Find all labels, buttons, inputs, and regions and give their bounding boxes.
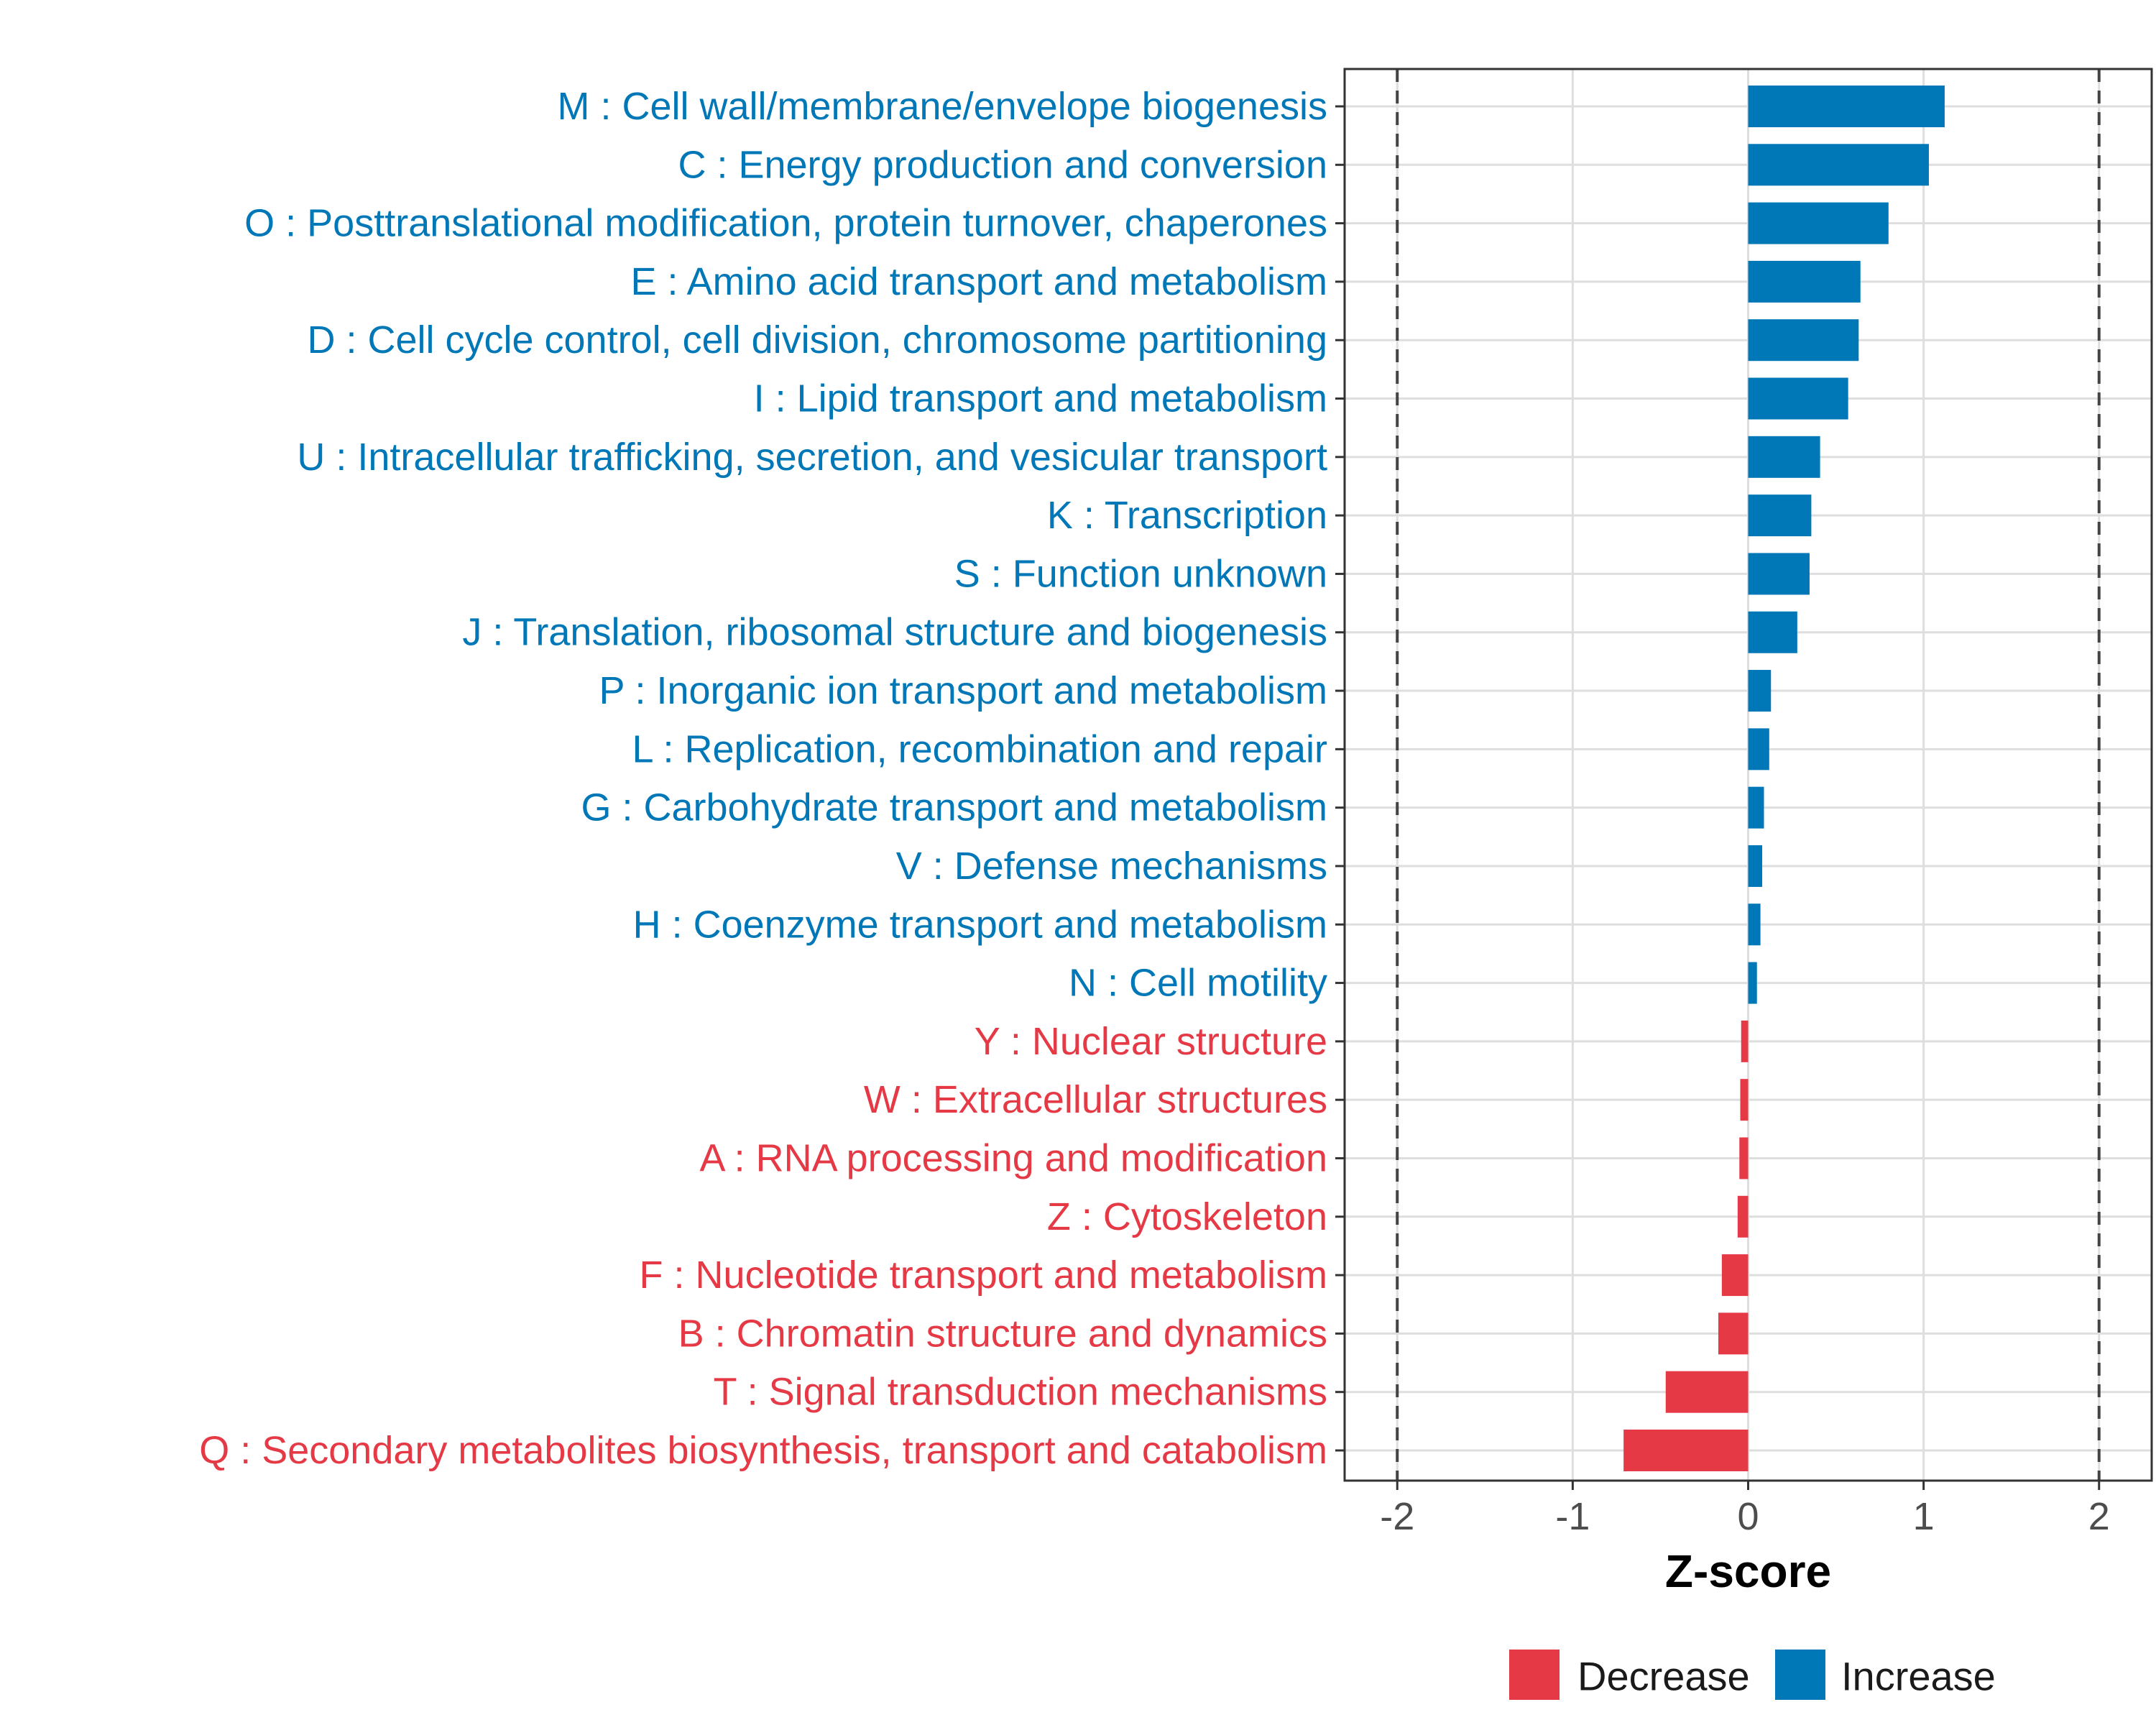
category-label: C : Energy production and conversion: [678, 143, 1327, 186]
bar: [1748, 144, 1929, 186]
legend-swatch: [1509, 1650, 1560, 1700]
bar: [1665, 1371, 1749, 1413]
bar: [1748, 260, 1861, 303]
x-tick-label: 1: [1913, 1495, 1935, 1538]
bar: [1748, 786, 1764, 829]
category-label: D : Cell cycle control, cell division, c…: [307, 318, 1327, 362]
bar: [1748, 319, 1859, 362]
x-tick-label: -2: [1380, 1495, 1414, 1538]
bar: [1748, 962, 1757, 1004]
legend: Decrease Increase: [1509, 1650, 1996, 1700]
category-label: F : Nucleotide transport and metabolism: [640, 1254, 1327, 1297]
category-label: S : Function unknown: [954, 552, 1327, 595]
category-labels: M : Cell wall/membrane/envelope biogenes…: [199, 85, 1345, 1472]
category-label: H : Coenzyme transport and metabolism: [633, 903, 1327, 946]
category-label: K : Transcription: [1047, 494, 1327, 537]
bar: [1718, 1312, 1749, 1355]
bar: [1748, 903, 1761, 946]
category-label: M : Cell wall/membrane/envelope biogenes…: [557, 85, 1327, 128]
x-axis-title: Z-score: [1665, 1545, 1831, 1597]
legend-swatch: [1775, 1650, 1825, 1700]
bars: [1623, 86, 1945, 1471]
x-tick-label: -1: [1555, 1495, 1590, 1538]
category-label: N : Cell motility: [1069, 962, 1327, 1005]
legend-label: Decrease: [1577, 1654, 1750, 1699]
bar: [1740, 1079, 1749, 1121]
reference-lines: [1396, 69, 2101, 1481]
category-label: L : Replication, recombination and repai…: [632, 727, 1327, 770]
bar: [1741, 1020, 1749, 1062]
x-axis-ticks: -2 -1 0 1 2: [1380, 1481, 2110, 1538]
bar: [1748, 202, 1889, 244]
bar: [1748, 728, 1769, 770]
category-label: Q : Secondary metabolites biosynthesis, …: [199, 1429, 1327, 1472]
category-label: U : Intracellular trafficking, secretion…: [297, 436, 1327, 479]
category-label: B : Chromatin structure and dynamics: [678, 1312, 1327, 1355]
bar: [1721, 1254, 1749, 1297]
category-label: E : Amino acid transport and metabolism: [631, 260, 1327, 303]
bar: [1748, 611, 1797, 653]
category-label: O : Posttranslational modification, prot…: [244, 202, 1327, 245]
bar: [1623, 1430, 1749, 1471]
category-label: P : Inorganic ion transport and metaboli…: [599, 669, 1327, 712]
bar: [1748, 845, 1763, 887]
category-label: A : RNA processing and modification: [700, 1136, 1327, 1179]
category-label: V : Defense mechanisms: [896, 845, 1327, 888]
category-label: Z : Cytoskeleton: [1047, 1195, 1327, 1238]
bar: [1748, 86, 1945, 127]
bar: [1737, 1195, 1749, 1238]
bar: [1748, 436, 1820, 478]
legend-label: Increase: [1841, 1654, 1996, 1699]
category-label: J : Translation, ribosomal structure and…: [462, 611, 1327, 654]
category-label: I : Lipid transport and metabolism: [754, 377, 1327, 420]
category-label: Y : Nuclear structure: [975, 1020, 1327, 1063]
category-label: T : Signal transduction mechanisms: [714, 1371, 1327, 1414]
x-tick-label: 2: [2088, 1495, 2110, 1538]
category-label: W : Extracellular structures: [864, 1078, 1327, 1121]
bar: [1748, 670, 1772, 712]
x-tick-label: 0: [1737, 1495, 1759, 1538]
category-label: G : Carbohydrate transport and metabolis…: [581, 786, 1328, 829]
bar: [1748, 494, 1812, 537]
bar: [1748, 553, 1810, 595]
bar: [1748, 377, 1848, 420]
bar: [1739, 1137, 1749, 1179]
